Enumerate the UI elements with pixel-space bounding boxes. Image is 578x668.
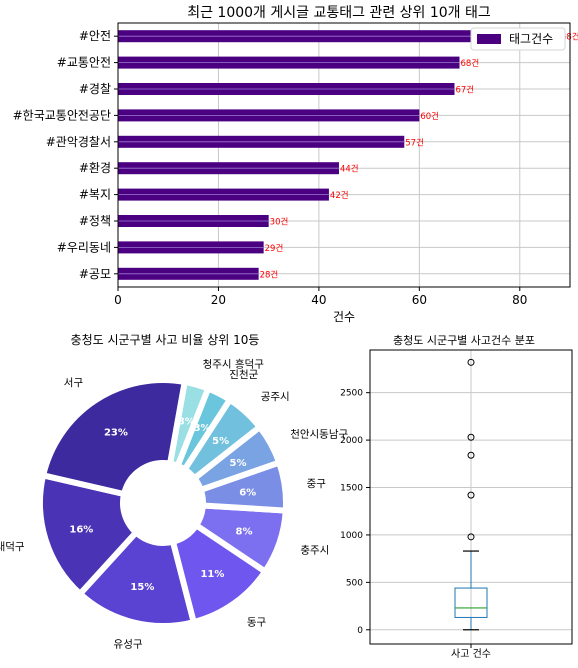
bar-x-tick-label: 20 bbox=[211, 293, 226, 307]
bar-data-label: 57건 bbox=[405, 137, 424, 148]
donut-slice bbox=[75, 528, 198, 629]
donut-slice bbox=[39, 377, 189, 498]
box-outlier bbox=[467, 491, 475, 499]
bar-y-tick-label: #환경 bbox=[79, 161, 111, 175]
box-iqr bbox=[454, 587, 488, 618]
legend-label: 태그건수 bbox=[509, 32, 553, 46]
bar-y-tick-label: #복지 bbox=[79, 188, 111, 202]
donut-category-label: 천안시동남구 bbox=[290, 428, 348, 440]
bar-data-label: 68건 bbox=[461, 58, 480, 69]
bar-x-tick-label: 40 bbox=[311, 293, 326, 307]
bar-x-tick-label: 80 bbox=[512, 293, 527, 307]
donut-pct-label: 3% bbox=[178, 417, 195, 428]
bar-plot-frame bbox=[117, 22, 571, 288]
box-grid bbox=[370, 350, 572, 644]
bar-data-label: 28건 bbox=[260, 269, 279, 280]
donut-pct-label: 8% bbox=[236, 526, 253, 537]
bar-chart: 최근 1000개 게시글 교통태그 관련 상위 10개 태그 28건 29건 30건… bbox=[13, 5, 578, 324]
bar-y-tick-label: #경찰 bbox=[79, 82, 111, 96]
donut-pct-label: 6% bbox=[239, 487, 256, 498]
bar-y-tick-label: #안전 bbox=[79, 29, 111, 43]
box-x-tick-label: 사고 건수 bbox=[451, 648, 491, 660]
donut-slice bbox=[37, 471, 141, 599]
bar-data-label: 29건 bbox=[265, 243, 284, 254]
donut-slices bbox=[37, 377, 289, 629]
box-marks bbox=[454, 358, 488, 631]
bar-y-tick-label: #교통안전 bbox=[57, 56, 111, 70]
bar-xtick-labels: 0 20 40 60 80 bbox=[114, 287, 527, 307]
box-y-tick-label: 1000 bbox=[340, 531, 363, 541]
bar-x-axis-label: 건수 bbox=[333, 310, 355, 324]
bar-x-tick-label: 60 bbox=[412, 293, 427, 307]
donut-pct-label: 5% bbox=[230, 458, 247, 469]
bar-ytick-labels: #공모 #우리동네 #정책 #복지 #환경 #관악경찰서 #한국교통안전공단 #경찰 #교통안전… bbox=[13, 29, 118, 281]
box-outlier bbox=[467, 358, 475, 366]
donut-category-label: 충주시 bbox=[300, 544, 329, 556]
bar-x-tick-label: 0 bbox=[114, 293, 122, 307]
donut-category-label: 중구 bbox=[307, 478, 327, 490]
bar-data-label: 30건 bbox=[270, 217, 289, 228]
donut-pct-label: 16% bbox=[69, 524, 93, 535]
donut-category-label: 동구 bbox=[247, 616, 267, 628]
box-outlier bbox=[467, 451, 475, 459]
donut-labels: 16% 대덕구 15% 유성구 11% 동구 8% 충주시 6% 중구 5% 천안시동남구 5% 공주시 3… bbox=[0, 358, 349, 651]
donut-category-label: 서구 bbox=[64, 377, 84, 389]
bar-data-label: 44건 bbox=[340, 164, 359, 175]
legend-swatch bbox=[477, 34, 501, 44]
box-y-tick-label: 1500 bbox=[340, 484, 363, 494]
bar-y-tick-label: #관악경찰서 bbox=[46, 135, 111, 149]
donut-pct-label: 11% bbox=[200, 569, 224, 580]
donut-pct-label: 5% bbox=[212, 436, 229, 447]
donut-chart: 충청도 시군구별 사고 비율 상위 10등 16% 대덕구 15% 유성구 11% 동구 8… bbox=[0, 333, 349, 651]
donut-pct-label: 3% bbox=[194, 423, 211, 434]
bar-y-tick-label: #우리동네 bbox=[57, 240, 111, 254]
donut-category-label: 대덕구 bbox=[0, 541, 25, 553]
bar-y-tick-label: #정책 bbox=[79, 213, 111, 228]
donut-category-label: 공주시 bbox=[261, 391, 290, 403]
bar-legend: 태그건수 bbox=[470, 27, 566, 51]
bar-data-label: 42건 bbox=[330, 190, 349, 201]
box-plot-title: 충청도 시군구별 사고건수 분포 bbox=[393, 334, 535, 347]
bar-data-label: 60건 bbox=[420, 111, 439, 122]
donut-category-label: 유성구 bbox=[114, 639, 143, 651]
box-plot: 충청도 시군구별 사고건수 분포 0 500 1000 1500 2000 2500 사고… bbox=[340, 334, 573, 660]
bar-chart-title: 최근 1000개 게시글 교통태그 관련 상위 10개 태그 bbox=[187, 5, 491, 21]
box-y-tick-label: 0 bbox=[357, 626, 363, 636]
box-outlier bbox=[467, 533, 475, 541]
box-y-tick-label: 500 bbox=[346, 578, 363, 588]
bar-y-tick-label: #한국교통안전공단 bbox=[13, 108, 111, 122]
box-y-tick-label: 2000 bbox=[340, 436, 363, 446]
donut-chart-title: 충청도 시군구별 사고 비율 상위 10등 bbox=[71, 333, 260, 347]
donut-pct-label: 23% bbox=[104, 428, 128, 439]
donut-category-label: 진천군 bbox=[229, 369, 258, 381]
bar-y-tick-label: #공모 bbox=[79, 267, 111, 281]
bar-marks: 28건 29건 30건 42건 44건 57건 60건 67건 68건 88건 bbox=[118, 30, 578, 280]
bar-data-label: 67건 bbox=[455, 85, 474, 96]
donut-category-label: 청주시 흥덕구 bbox=[203, 358, 265, 371]
box-y-tick-label: 2500 bbox=[340, 389, 363, 399]
bar-data-label: 88건 bbox=[561, 32, 578, 43]
box-ytick-labels: 0 500 1000 1500 2000 2500 bbox=[340, 389, 472, 648]
box-outlier bbox=[467, 433, 475, 441]
donut-pct-label: 15% bbox=[130, 582, 154, 593]
